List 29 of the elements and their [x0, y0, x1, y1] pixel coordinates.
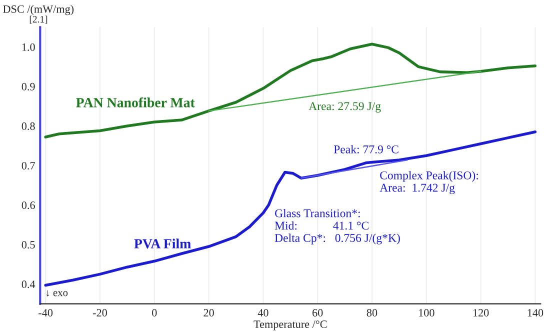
y-tick-label: 0.6 [22, 201, 35, 210]
x-tick-label: -40 [38, 309, 53, 317]
series-label: PVA Film [134, 238, 191, 249]
y-axis-title: DSC /(mW/mg) [3, 5, 74, 16]
x-tick-label: 20 [204, 309, 214, 317]
line-series [44, 130, 537, 287]
annotation: Complex Peak(ISO): Area: 1.742 J/g [380, 171, 478, 194]
text: [2.1] [30, 16, 48, 24]
x-tick-label: 80 [366, 309, 378, 317]
x-tick-label: 0 [152, 309, 157, 317]
x-tick-label: 100 [419, 309, 434, 317]
y-tick-label: 0.4 [22, 280, 36, 288]
series-label: PAN Nanofiber Mat [76, 97, 195, 108]
x-tick-label: 60 [312, 309, 323, 317]
x-tick-label: -20 [93, 309, 107, 317]
y-tick-label: 1.0 [22, 43, 35, 51]
x-axis-title: Temperature /°C [254, 320, 327, 330]
annotation: Glass Transition*: Mid: 41.1 °C Delta Cp*: 0.756 J/(g*K) [274, 208, 400, 244]
annotation: Area: 27.59 J/g [308, 102, 381, 113]
y-tick-label: 0.8 [22, 122, 35, 130]
annotation: ↓ exo [46, 290, 68, 296]
x-tick-label: 40 [258, 309, 268, 317]
y-tick-label: 0.7 [22, 162, 35, 170]
x-tick-label: 120 [473, 309, 489, 317]
annotation: Peak: 77.9 °C [334, 145, 398, 154]
x-tick-label: 140 [528, 309, 544, 317]
y-tick-label: 0.5 [22, 241, 35, 249]
line-series [44, 42, 537, 138]
y-tick-label: 0.9 [22, 82, 35, 90]
